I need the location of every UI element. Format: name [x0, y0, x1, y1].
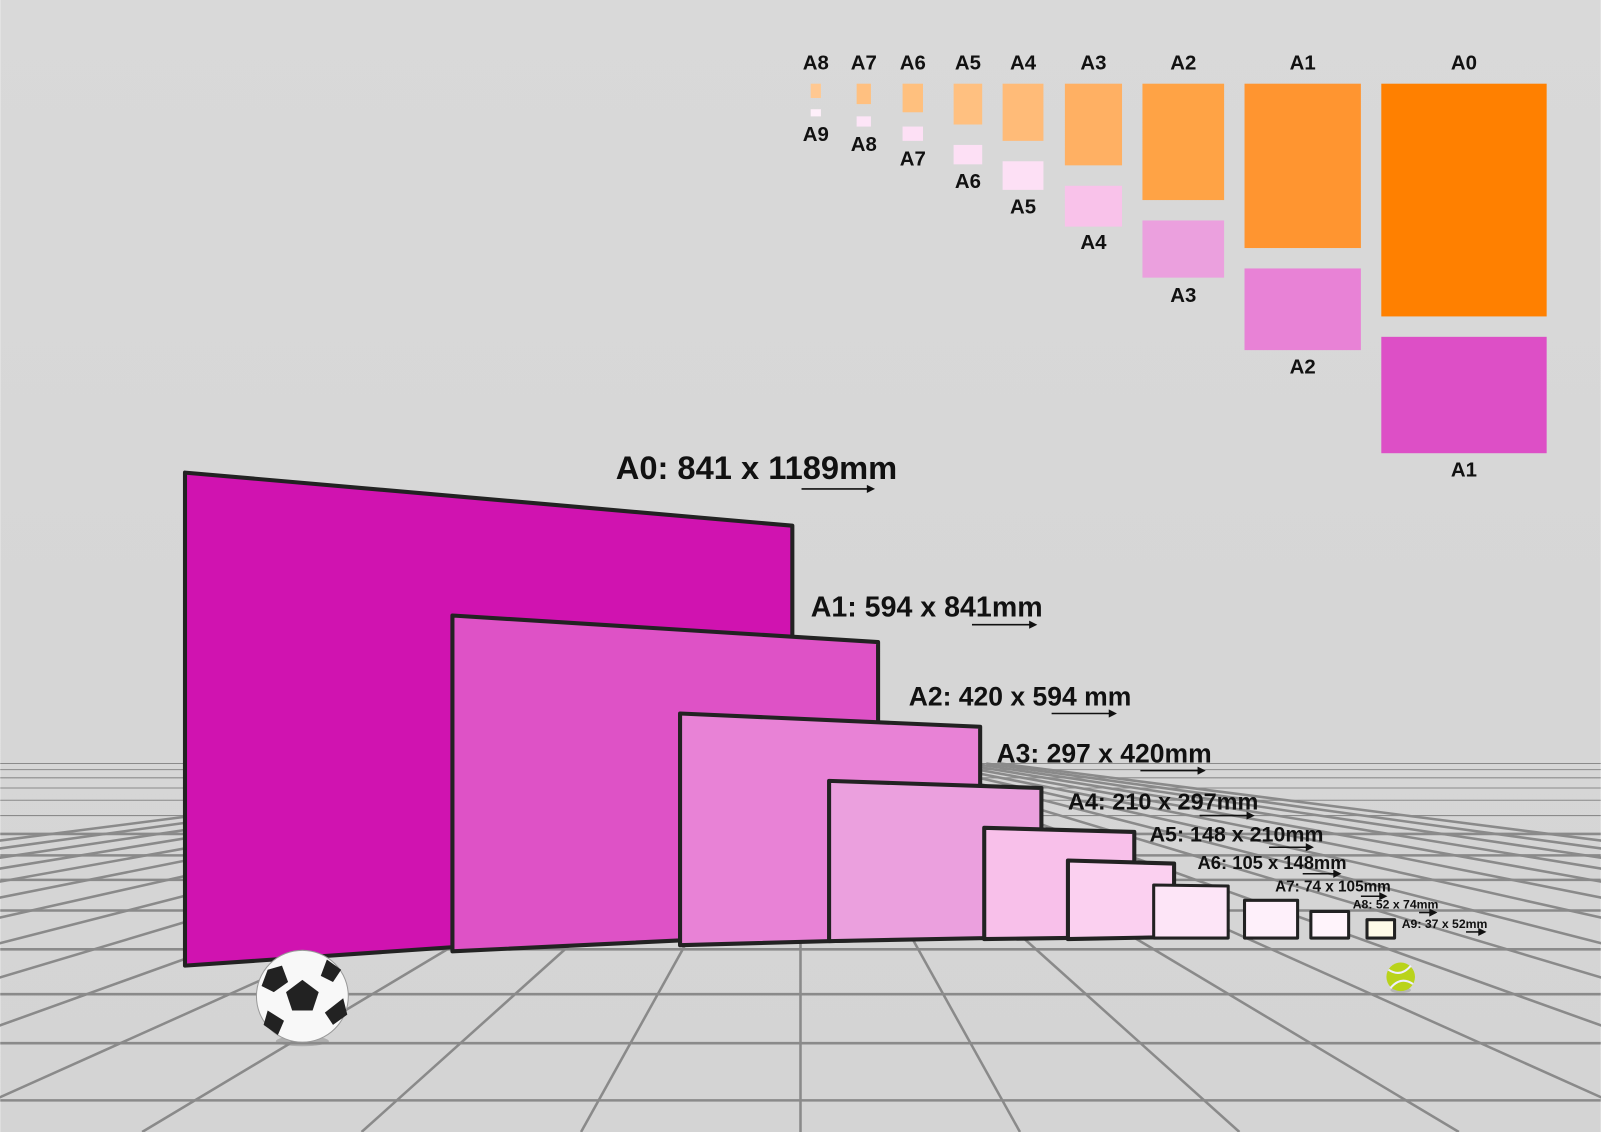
- paper-block: [1064, 83, 1123, 166]
- arrow-head: [1379, 892, 1388, 901]
- size-label: A2: [1170, 52, 1196, 74]
- paper-block: [1064, 185, 1123, 227]
- soccer-ball: [255, 949, 349, 1047]
- panel-label: A2: 420 x 594 mm: [909, 681, 1132, 711]
- floor-line: [0, 762, 615, 850]
- panel-label: A3: 297 x 420mm: [996, 739, 1211, 769]
- floor-line: [885, 762, 1601, 979]
- tennis-ball: [1386, 962, 1415, 994]
- floor-line: [957, 762, 1601, 870]
- floor-line: [971, 762, 1601, 859]
- arrow-head: [1246, 811, 1255, 820]
- paper-block: [1142, 83, 1225, 201]
- floor-line: [0, 762, 601, 842]
- paper-panel: [1152, 883, 1230, 940]
- paper-panel: [1365, 918, 1397, 940]
- paper-block: [810, 109, 821, 117]
- floor-line: [914, 762, 1601, 919]
- arrow-head: [866, 484, 876, 494]
- paper-block: [902, 126, 923, 141]
- paper-block: [1002, 161, 1044, 190]
- size-label: A2: [1290, 357, 1316, 379]
- size-label: A1: [1290, 52, 1316, 74]
- floor-line: [928, 762, 1601, 899]
- size-label: A8: [851, 134, 877, 156]
- size-label: A9: [803, 124, 829, 146]
- size-label: A5: [955, 52, 981, 74]
- arrow-head: [1478, 927, 1487, 937]
- paper-panel: [1242, 898, 1300, 940]
- paper-block: [953, 83, 983, 125]
- floor-line: [986, 762, 1601, 850]
- panel-label: A0: 841 x 1189mm: [616, 449, 897, 486]
- paper-block: [1381, 336, 1547, 454]
- size-label: A4: [1010, 52, 1037, 74]
- arrow-head: [1333, 869, 1342, 878]
- arrow-head: [1197, 766, 1206, 775]
- paper-block: [1244, 268, 1361, 351]
- arrow-head: [1305, 843, 1314, 852]
- panel-label: A1: 594 x 841mm: [811, 591, 1043, 623]
- floor-line: [900, 762, 1601, 945]
- paper-block: [1142, 220, 1225, 278]
- panel-label: A5: 148 x 210mm: [1150, 822, 1324, 846]
- arrow-head: [1429, 908, 1438, 917]
- paper-panel: [1309, 909, 1351, 940]
- floor-line: [1000, 762, 1601, 842]
- size-label: A1: [1451, 460, 1477, 482]
- panel-label: A6: 105 x 148mm: [1198, 852, 1347, 873]
- panel-label: A9: 37 x 52mm: [1402, 917, 1488, 931]
- size-label: A6: [900, 52, 926, 74]
- size-label: A3: [1170, 285, 1196, 307]
- size-label: A6: [955, 171, 981, 193]
- paper-block: [856, 116, 871, 127]
- size-label: A0: [1451, 52, 1477, 74]
- arrow-head: [1108, 709, 1117, 718]
- arrow-head: [1029, 620, 1038, 629]
- panel-label: A7: 74 x 105mm: [1275, 878, 1391, 895]
- size-label: A5: [1010, 196, 1036, 218]
- size-label: A3: [1080, 52, 1106, 74]
- floor-line: [943, 762, 1601, 883]
- size-label: A8: [803, 52, 829, 74]
- size-comparison: A8 A9 A7 A8 A6 A7 A5 A6 A4 A5 A3 A4 A2 A3 A1 A2 A0 A1: [803, 52, 1547, 482]
- paper-block: [856, 83, 871, 105]
- size-label: A4: [1080, 232, 1107, 254]
- panel-label: A8: 52 x 74mm: [1353, 898, 1439, 912]
- paper-block: [1381, 83, 1547, 317]
- size-label: A7: [851, 52, 877, 74]
- paper-block: [953, 144, 983, 165]
- paper-block: [902, 83, 923, 113]
- paper-block: [1002, 83, 1044, 141]
- paper-block: [1244, 83, 1361, 249]
- paper-panels: A0: 841 x 1189mm A1: 594 x 841mm A2: 420 x…: [182, 449, 1488, 968]
- size-label: A7: [900, 148, 926, 170]
- panel-label: A4: 210 x 297mm: [1068, 788, 1258, 814]
- paper-block: [810, 83, 821, 98]
